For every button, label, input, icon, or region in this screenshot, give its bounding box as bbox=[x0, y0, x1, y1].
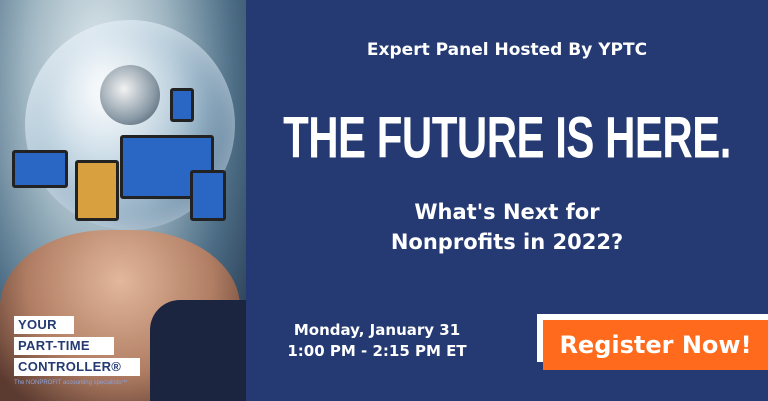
subtitle-line: Nonprofits in 2022? bbox=[390, 230, 624, 254]
event-title: THE FUTURE IS HERE. bbox=[246, 104, 768, 170]
tablet-image bbox=[75, 160, 119, 221]
logo-line: PART-TIME bbox=[14, 337, 114, 355]
event-subtitle: What's Next for Nonprofits in 2022? bbox=[246, 197, 768, 257]
event-title-text: THE FUTURE IS HERE. bbox=[283, 104, 731, 171]
logo-line: CONTROLLER® bbox=[14, 358, 140, 376]
event-kicker: Expert Panel Hosted By YPTC bbox=[366, 40, 648, 60]
logo-tagline: The NONPROFIT accounting specialists™ bbox=[14, 380, 128, 386]
tablet-image bbox=[190, 170, 226, 221]
event-datetime: Monday, January 31 1:00 PM - 2:15 PM ET bbox=[262, 320, 492, 362]
register-button[interactable]: Register Now! bbox=[543, 320, 768, 370]
yptc-logo: YOUR PART-TIME CONTROLLER® The NONPROFIT… bbox=[14, 316, 140, 387]
hero-photo: YOUR PART-TIME CONTROLLER® The NONPROFIT… bbox=[0, 0, 246, 401]
earth-image bbox=[100, 65, 160, 125]
subtitle-line: What's Next for bbox=[414, 200, 600, 224]
event-time: 1:00 PM - 2:15 PM ET bbox=[287, 342, 467, 360]
logo-line: YOUR bbox=[14, 316, 74, 334]
event-date: Monday, January 31 bbox=[293, 321, 461, 339]
phone-image bbox=[170, 88, 194, 122]
sleeve-image bbox=[150, 300, 246, 401]
laptop-image bbox=[12, 150, 68, 188]
